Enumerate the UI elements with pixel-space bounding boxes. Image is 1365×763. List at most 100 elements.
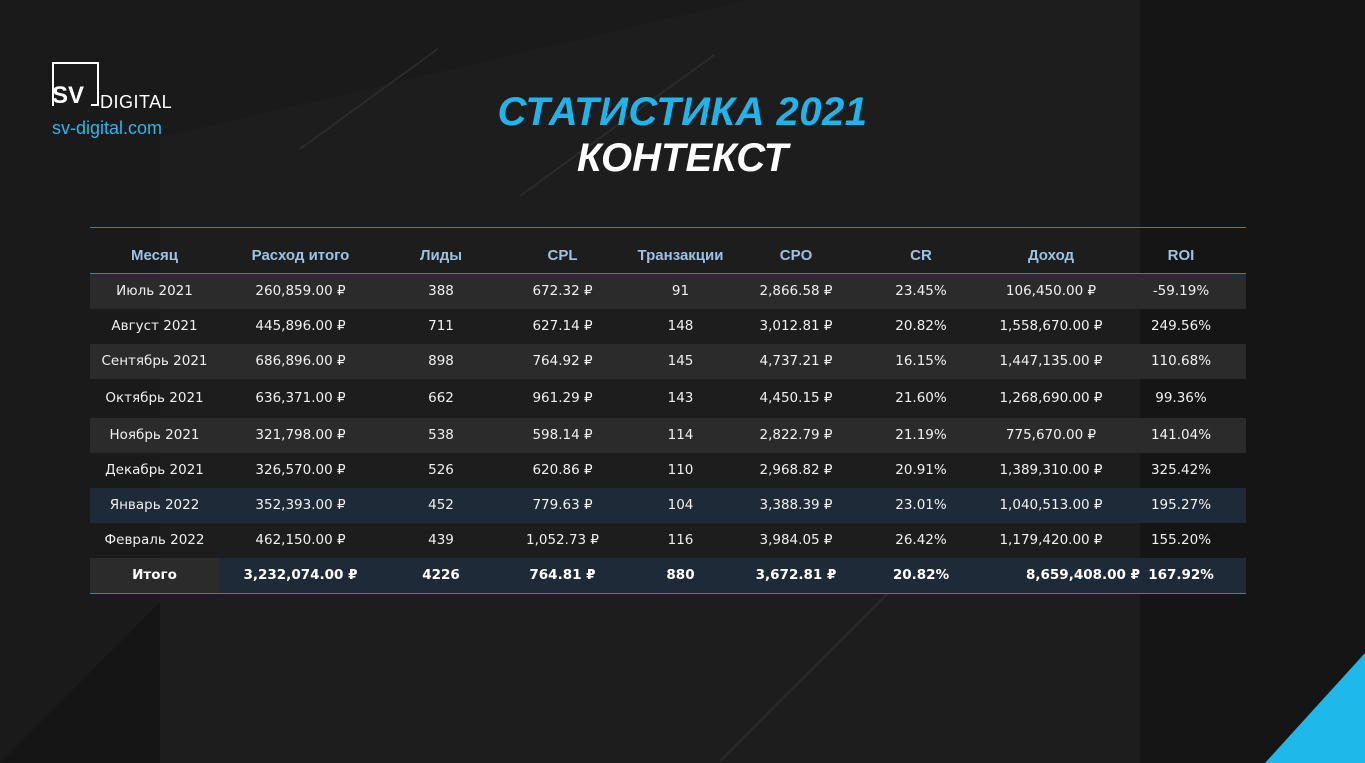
- stats-table: Месяц Расход итого Лиды CPL Транзакции C…: [90, 228, 1246, 594]
- cell-roi: 110.68%: [1116, 343, 1246, 379]
- cell-cr: 16.15%: [856, 343, 986, 379]
- cell-cr: 23.45%: [856, 273, 986, 309]
- total-spend: 3,232,074.00 ₽: [219, 557, 382, 594]
- cell-cpo: 2,866.58 ₽: [736, 273, 856, 309]
- cell-month: Ноябрь 2021: [90, 417, 219, 453]
- cell-cr: 20.91%: [895, 462, 947, 478]
- cell-revenue: 1,268,690.00 ₽: [999, 390, 1103, 406]
- cell-cpl: 598.14 ₽: [500, 417, 625, 453]
- cell-leads: 662: [428, 390, 454, 406]
- divider: [90, 227, 1246, 228]
- cell-cpo: 3,012.81 ₽: [759, 318, 833, 334]
- cell-leads: 898: [382, 343, 500, 379]
- cell-transactions: 114: [625, 417, 736, 453]
- cell-cpl: 764.92 ₽: [500, 343, 625, 379]
- logo-frame-icon: [52, 62, 99, 106]
- cell-cr: 21.19%: [856, 417, 986, 453]
- logo-mark: SV: [52, 82, 85, 109]
- total-cpl: 764.81 ₽: [500, 557, 625, 594]
- cell-cpl: 672.32 ₽: [500, 273, 625, 309]
- cell-revenue: 1,558,670.00 ₽: [999, 318, 1103, 334]
- cell-cpl: 620.86 ₽: [532, 462, 593, 478]
- cell-cpl: 627.14 ₽: [532, 318, 593, 334]
- page-subtitle: КОНТЕКСТ: [576, 136, 789, 180]
- table-total-row: Итого 3,232,074.00 ₽ 4226 764.81 ₽ 880 3…: [90, 557, 1246, 594]
- table-row: Октябрь 2021 636,371.00 ₽ 662 961.29 ₽ 1…: [90, 379, 1246, 418]
- cell-transactions: 148: [667, 318, 694, 334]
- table-header-row: Месяц Расход итого Лиды CPL Транзакции C…: [90, 228, 1246, 274]
- cell-transactions: 116: [667, 532, 694, 548]
- cell-transactions: 91: [625, 273, 736, 309]
- cell-roi: -59.19%: [1116, 273, 1246, 309]
- cell-month: Сентябрь 2021: [90, 343, 219, 379]
- cell-roi: 195.27%: [1116, 487, 1246, 523]
- cell-spend: 686,896.00 ₽: [219, 343, 382, 379]
- cell-spend: 326,570.00 ₽: [255, 462, 346, 478]
- cell-transactions: 145: [625, 343, 736, 379]
- total-roi: 167.92%: [1116, 557, 1246, 594]
- total-leads: 4226: [382, 557, 500, 594]
- cell-revenue: 106,450.00 ₽: [986, 273, 1116, 309]
- cell-leads: 526: [428, 462, 454, 478]
- cell-cpl: 1,052.73 ₽: [526, 532, 599, 548]
- cell-leads: 388: [382, 273, 500, 309]
- table-row: Ноябрь 2021 321,798.00 ₽ 538 598.14 ₽ 11…: [90, 417, 1246, 453]
- header-spend: Расход итого: [219, 228, 382, 274]
- cell-revenue: 1,040,513.00 ₽: [986, 487, 1116, 523]
- total-cpo: 3,672.81 ₽: [736, 557, 856, 594]
- cell-spend: 321,798.00 ₽: [219, 417, 382, 453]
- cell-leads: 711: [428, 318, 454, 334]
- cell-cpo: 4,737.21 ₽: [736, 343, 856, 379]
- total-transactions: 880: [625, 557, 736, 594]
- cell-spend: 636,371.00 ₽: [255, 390, 346, 406]
- cell-roi: 141.04%: [1116, 417, 1246, 453]
- cell-cpo: 4,450.15 ₽: [759, 390, 833, 406]
- table-row: Сентябрь 2021 686,896.00 ₽ 898 764.92 ₽ …: [90, 343, 1246, 379]
- table-row: Август 2021 445,896.00 ₽ 711 627.14 ₽ 14…: [90, 309, 1246, 344]
- cell-month: Декабрь 2021: [105, 462, 204, 478]
- cell-cpo: 2,968.82 ₽: [759, 462, 833, 478]
- cell-month: Июль 2021: [90, 273, 219, 309]
- cell-spend: 445,896.00 ₽: [255, 318, 346, 334]
- background-shape: [160, 0, 1140, 763]
- cell-transactions: 110: [667, 462, 694, 478]
- total-cr: 20.82%: [856, 557, 986, 594]
- header-month: Месяц: [90, 228, 219, 274]
- header-roi: ROI: [1116, 228, 1246, 274]
- table-row: Январь 2022 352,393.00 ₽ 452 779.63 ₽ 10…: [90, 487, 1246, 523]
- header-transactions: Транзакции: [625, 228, 736, 274]
- cell-spend: 260,859.00 ₽: [219, 273, 382, 309]
- cell-month: Февраль 2022: [104, 532, 205, 548]
- stats-table-container: Месяц Расход итого Лиды CPL Транзакции C…: [90, 227, 1246, 594]
- logo-name: DIGITAL: [100, 92, 173, 112]
- logo-url[interactable]: sv-digital.com: [52, 118, 163, 138]
- cell-transactions: 104: [625, 487, 736, 523]
- cell-cr: 26.42%: [895, 532, 947, 548]
- table-row: Июль 2021 260,859.00 ₽ 388 672.32 ₽ 91 2…: [90, 273, 1246, 309]
- cell-cpo: 3,388.39 ₽: [736, 487, 856, 523]
- total-revenue: 8,659,408.00 ₽: [986, 557, 1140, 594]
- cell-spend: 352,393.00 ₽: [219, 487, 382, 523]
- page-title: СТАТИСТИКА 2021: [497, 90, 868, 134]
- corner-accent: [1265, 653, 1365, 763]
- cell-roi: 249.56%: [1150, 318, 1212, 334]
- cell-revenue: 1,179,420.00 ₽: [999, 532, 1103, 548]
- header-revenue: Доход: [986, 228, 1116, 274]
- cell-cr: 20.82%: [895, 318, 947, 334]
- cell-transactions: 143: [667, 390, 694, 406]
- cell-month: Январь 2022: [90, 487, 219, 523]
- total-label: Итого: [90, 557, 219, 594]
- cell-revenue: 1,447,135.00 ₽: [986, 343, 1116, 379]
- cell-roi: 325.42%: [1150, 462, 1212, 478]
- cell-cr: 23.01%: [856, 487, 986, 523]
- cell-leads: 452: [382, 487, 500, 523]
- table-row: Февраль 2022 462,150.00 ₽ 439 1,052.73 ₽…: [90, 523, 1246, 558]
- cell-leads: 538: [382, 417, 500, 453]
- cell-cpo: 3,984.05 ₽: [759, 532, 833, 548]
- cell-revenue: 775,670.00 ₽: [986, 417, 1116, 453]
- cell-leads: 439: [428, 532, 454, 548]
- header-cr: CR: [856, 228, 986, 274]
- cell-cpo: 2,822.79 ₽: [736, 417, 856, 453]
- cell-cpl: 779.63 ₽: [500, 487, 625, 523]
